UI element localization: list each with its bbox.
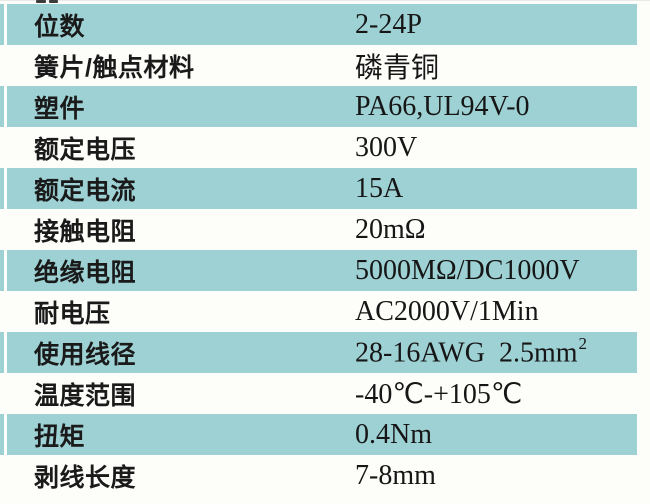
spec-value: AC2000V/1Min xyxy=(355,295,539,327)
spec-value: 300V xyxy=(355,131,418,163)
spec-label: 使用线径 xyxy=(34,340,137,369)
spec-row-plastic: 塑件 PA66,UL94V-0 xyxy=(0,86,637,127)
spec-label: 接触电阻 xyxy=(34,217,137,246)
spec-row-pin-count: 位数 2-24P xyxy=(0,4,637,45)
spec-table: 位数 2-24P 簧片/触点材料 磷青铜 塑件 PA66,UL94V-0 额定电… xyxy=(0,4,650,496)
spec-row-torque: 扭矩 0.4Nm xyxy=(0,414,637,455)
spec-label: 位数 xyxy=(34,12,86,41)
spec-value: 0.4Nm xyxy=(355,418,432,450)
spec-value: 磷青铜 xyxy=(355,52,440,84)
spec-label: 温度范围 xyxy=(34,381,137,410)
spec-value: 2-24P xyxy=(355,8,422,40)
spec-value: 20mΩ xyxy=(355,213,426,245)
spec-row-withstand-voltage: 耐电压 AC2000V/1Min xyxy=(0,291,637,332)
spec-label: 绝缘电阻 xyxy=(34,258,137,287)
spec-value-superscript: 2 xyxy=(578,333,588,353)
crop-artifact-mark xyxy=(48,0,58,3)
spec-row-contact-material: 簧片/触点材料 磷青铜 xyxy=(0,45,637,86)
spec-label: 耐电压 xyxy=(34,299,111,328)
spec-label: 簧片/触点材料 xyxy=(34,53,195,82)
spec-value: -40℃-+105℃ xyxy=(355,378,523,410)
spec-row-rated-voltage: 额定电压 300V xyxy=(0,127,637,168)
cell-spacing-stripe xyxy=(4,4,7,496)
spec-value-text: 28-16AWG 2.5mm xyxy=(355,337,578,369)
crop-artifact-mark xyxy=(36,0,46,3)
spec-value: 5000MΩ/DC1000V xyxy=(355,254,580,286)
spec-label: 额定电流 xyxy=(34,176,137,205)
spec-row-contact-resistance: 接触电阻 20mΩ xyxy=(0,209,637,250)
crop-edge-line xyxy=(0,0,650,1)
spec-label: 额定电压 xyxy=(34,135,137,164)
spec-row-temperature-range: 温度范围 -40℃-+105℃ xyxy=(0,373,637,414)
spec-row-insulation-resistance: 绝缘电阻 5000MΩ/DC1000V xyxy=(0,250,637,291)
spec-row-wire-gauge: 使用线径 28-16AWG 2.5mm2 xyxy=(0,332,637,373)
spec-label: 剥线长度 xyxy=(34,463,137,492)
spec-value: PA66,UL94V-0 xyxy=(355,90,530,122)
crop-artifact xyxy=(36,0,58,3)
spec-label: 塑件 xyxy=(34,94,86,123)
spec-value: 7-8mm xyxy=(355,459,436,491)
spec-row-rated-current: 额定电流 15A xyxy=(0,168,637,209)
spec-label: 扭矩 xyxy=(34,422,86,451)
spec-value: 15A xyxy=(355,172,404,204)
spec-value: 28-16AWG 2.5mm2 xyxy=(355,333,588,369)
spec-row-strip-length: 剥线长度 7-8mm xyxy=(0,455,637,496)
